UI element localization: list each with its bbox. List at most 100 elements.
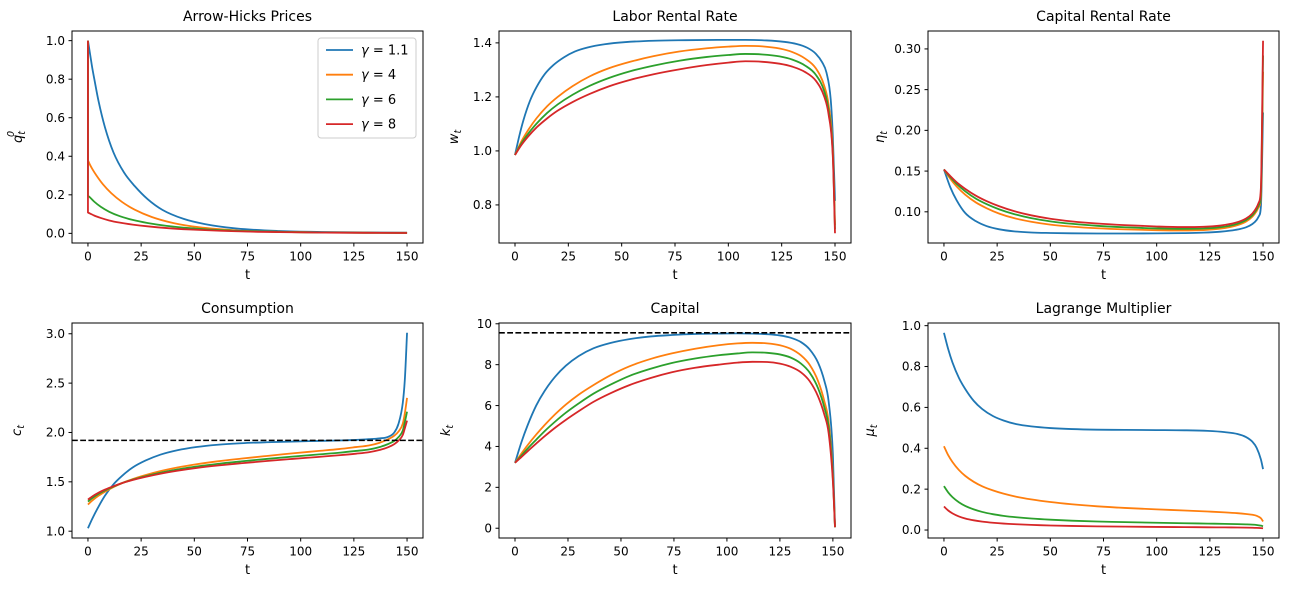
y-axis-label: ηt: [873, 130, 890, 143]
y-tick-label: 1.0: [46, 34, 65, 48]
x-tick-label: 75: [240, 250, 255, 264]
x-tick-label: 0: [511, 545, 519, 559]
subplot-title: Labor Rental Rate: [612, 9, 737, 25]
y-tick-label: 6: [484, 399, 492, 413]
legend-box: [317, 37, 417, 139]
y-tick-label: 10: [477, 317, 492, 331]
series--8: [87, 40, 408, 234]
x-axis-label: t: [1101, 268, 1106, 283]
y-tick-label: 2.0: [46, 426, 65, 440]
y-axis-label: kt: [439, 424, 456, 437]
x-tick-label: 125: [768, 545, 791, 559]
x-tick-label: 150: [1252, 250, 1275, 264]
x-tick-label: 75: [240, 545, 255, 559]
x-tick-label: 50: [187, 545, 202, 559]
axes-spines: [927, 30, 1280, 244]
y-tick-label: 2: [484, 481, 492, 495]
x-tick-label: 75: [1096, 250, 1111, 264]
subplot-arrow-hicks-prices: 0 25 50 75 100 125 150 0.0 0.2 0.4 0.6 0.8 1.0 Arrow-…: [6, 9, 424, 283]
x-tick-label: 125: [1198, 250, 1221, 264]
subplot-capital-rental-rate: 0 25 50 75 100 125 150 0.10 0.15 0.20 0.25 0.30 Capi…: [873, 9, 1280, 283]
y-tick-label: 1.4: [473, 36, 492, 50]
x-tick-label: 25: [989, 250, 1004, 264]
y-tick-label: 1.0: [902, 319, 921, 333]
y-tick-label: 3.0: [46, 327, 65, 341]
x-tick-label: 125: [342, 250, 365, 264]
x-tick-label: 75: [666, 545, 681, 559]
x-axis-label: t: [245, 563, 250, 578]
series--8: [87, 420, 408, 501]
axes-spines: [927, 322, 1280, 539]
y-tick-label: 0.4: [902, 441, 921, 455]
x-tick-label: 100: [717, 250, 740, 264]
y-tick-label: 1.5: [46, 475, 65, 489]
legend: γ = 1.1 γ = 4 γ = 6 γ = 8: [317, 37, 417, 139]
series--6: [87, 411, 408, 503]
y-tick-label: 0.30: [894, 42, 921, 56]
x-tick-label: 0: [84, 545, 92, 559]
y-tick-label: 1.0: [473, 144, 492, 158]
y-tick-label: 0: [484, 521, 492, 535]
x-tick-label: 50: [1043, 250, 1058, 264]
subplot-capital: 0 25 50 75 100 125 150 0 2 4 6 8 10 Capital t kt: [439, 301, 852, 578]
axes-spines: [71, 322, 424, 539]
subplot-title: Consumption: [201, 301, 294, 317]
y-axis-label: qt0: [6, 130, 28, 143]
x-tick-label: 75: [667, 250, 682, 264]
subplot-consumption: 0 25 50 75 100 125 150 1.0 1.5 2.0 2.5 3.0 Consumpti…: [10, 301, 424, 578]
y-tick-label: 2.5: [46, 376, 65, 390]
y-tick-label: 0.2: [46, 188, 65, 202]
x-tick-label: 75: [1096, 545, 1111, 559]
axes-spines: [498, 30, 852, 244]
x-axis-label: t: [245, 268, 250, 283]
series--6: [514, 351, 836, 528]
series--6: [943, 55, 1264, 230]
x-tick-label: 0: [511, 250, 519, 264]
series--4: [514, 341, 836, 528]
series--8: [514, 360, 836, 528]
y-tick-label: 0.0: [902, 523, 921, 537]
x-tick-label: 150: [396, 545, 419, 559]
y-tick-label: 0.8: [473, 198, 492, 212]
y-tick-label: 0.8: [46, 72, 65, 86]
y-tick-label: 0.8: [902, 360, 921, 374]
subplot-title: Capital: [650, 301, 699, 317]
series--4: [943, 71, 1264, 232]
x-tick-label: 50: [614, 250, 629, 264]
legend-label: γ = 8: [361, 118, 396, 133]
x-tick-label: 100: [1145, 545, 1168, 559]
x-tick-label: 25: [133, 545, 148, 559]
y-tick-label: 0.6: [902, 401, 921, 415]
y-tick-label: 0.4: [46, 149, 65, 163]
y-tick-label: 8: [484, 358, 492, 372]
x-tick-label: 25: [989, 545, 1004, 559]
series--1.1: [514, 332, 836, 528]
x-tick-label: 125: [770, 250, 793, 264]
x-axis-label: t: [1101, 563, 1106, 578]
y-tick-label: 0.0: [46, 227, 65, 241]
legend-label: γ = 1.1: [361, 44, 409, 59]
legend-label: γ = 4: [361, 68, 396, 83]
x-axis-label: t: [672, 268, 677, 283]
x-tick-label: 125: [1198, 545, 1221, 559]
x-tick-label: 100: [1145, 250, 1168, 264]
y-axis-label: wt: [447, 129, 464, 145]
x-tick-label: 25: [561, 250, 576, 264]
x-tick-label: 150: [396, 250, 419, 264]
axes-spines: [498, 322, 852, 539]
x-tick-label: 100: [289, 545, 312, 559]
subplot-labor-rental-rate: 0 25 50 75 100 125 150 0.8 1.0 1.2 1.4 Labor Rental…: [447, 9, 852, 283]
series--1.1: [943, 332, 1264, 470]
x-tick-label: 150: [821, 545, 844, 559]
y-tick-label: 0.10: [894, 205, 921, 219]
series--1.1: [943, 112, 1264, 235]
x-tick-label: 25: [133, 250, 148, 264]
x-tick-label: 100: [715, 545, 738, 559]
x-tick-label: 0: [940, 545, 948, 559]
x-tick-label: 150: [824, 250, 847, 264]
subplot-title: Lagrange Multiplier: [1036, 301, 1172, 317]
series--8: [943, 505, 1264, 530]
x-tick-label: 50: [613, 545, 628, 559]
x-tick-label: 150: [1252, 545, 1275, 559]
